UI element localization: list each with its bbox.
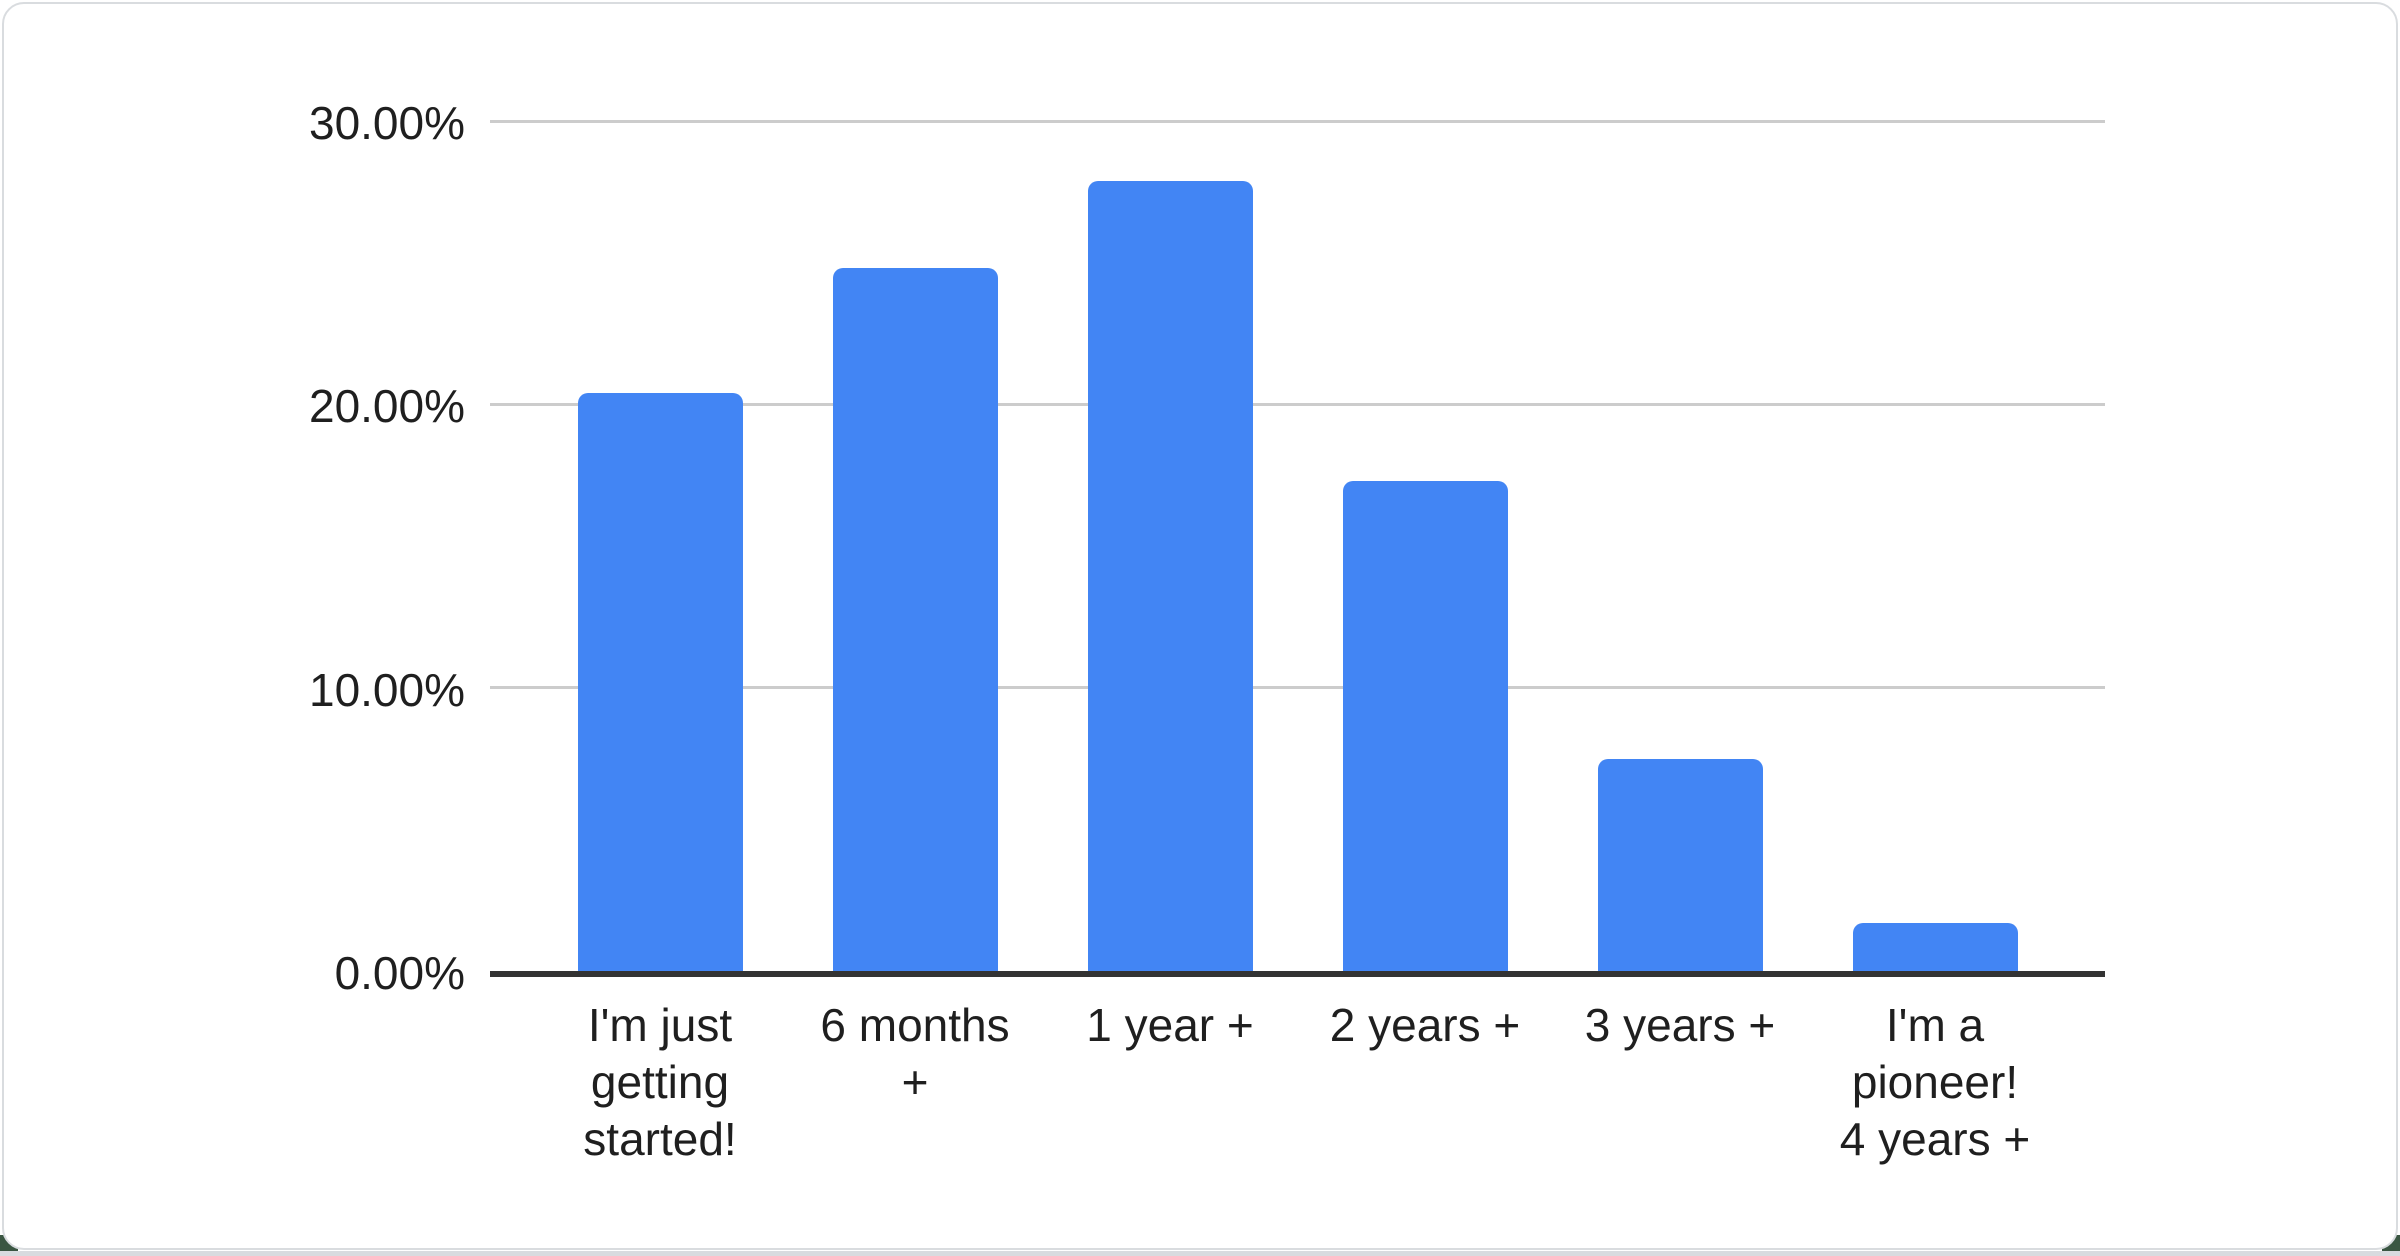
- y-axis-tick-label: 10.00%: [308, 663, 465, 716]
- x-axis-category-label: 2 years +: [1329, 999, 1521, 1051]
- gridline: [490, 119, 2105, 123]
- x-axis-category-label: 6 months +: [820, 999, 1010, 1108]
- x-axis-category-label: 3 years +: [1584, 999, 1776, 1051]
- bar-1[interactable]: [577, 393, 743, 971]
- bar-5[interactable]: [1597, 759, 1763, 971]
- page-footer-strip: [0, 1251, 2400, 1256]
- x-axis-category-label: I'm just getting started!: [583, 999, 737, 1165]
- y-axis-tick-label: 30.00%: [308, 97, 465, 150]
- bar-4[interactable]: [1342, 481, 1508, 971]
- bar-2[interactable]: [832, 268, 998, 971]
- x-axis-baseline: [490, 971, 2105, 977]
- gridline: [490, 402, 2105, 406]
- bar-3[interactable]: [1087, 181, 1253, 971]
- x-axis-category-label: I'm a pioneer! 4 years +: [1839, 999, 2031, 1165]
- bar-6[interactable]: [1852, 923, 2018, 971]
- x-axis-category-label: 1 year +: [1086, 999, 1254, 1051]
- y-axis-tick-label: 20.00%: [308, 380, 465, 433]
- y-axis-tick-label: 0.00%: [334, 947, 465, 999]
- gridline: [490, 686, 2105, 690]
